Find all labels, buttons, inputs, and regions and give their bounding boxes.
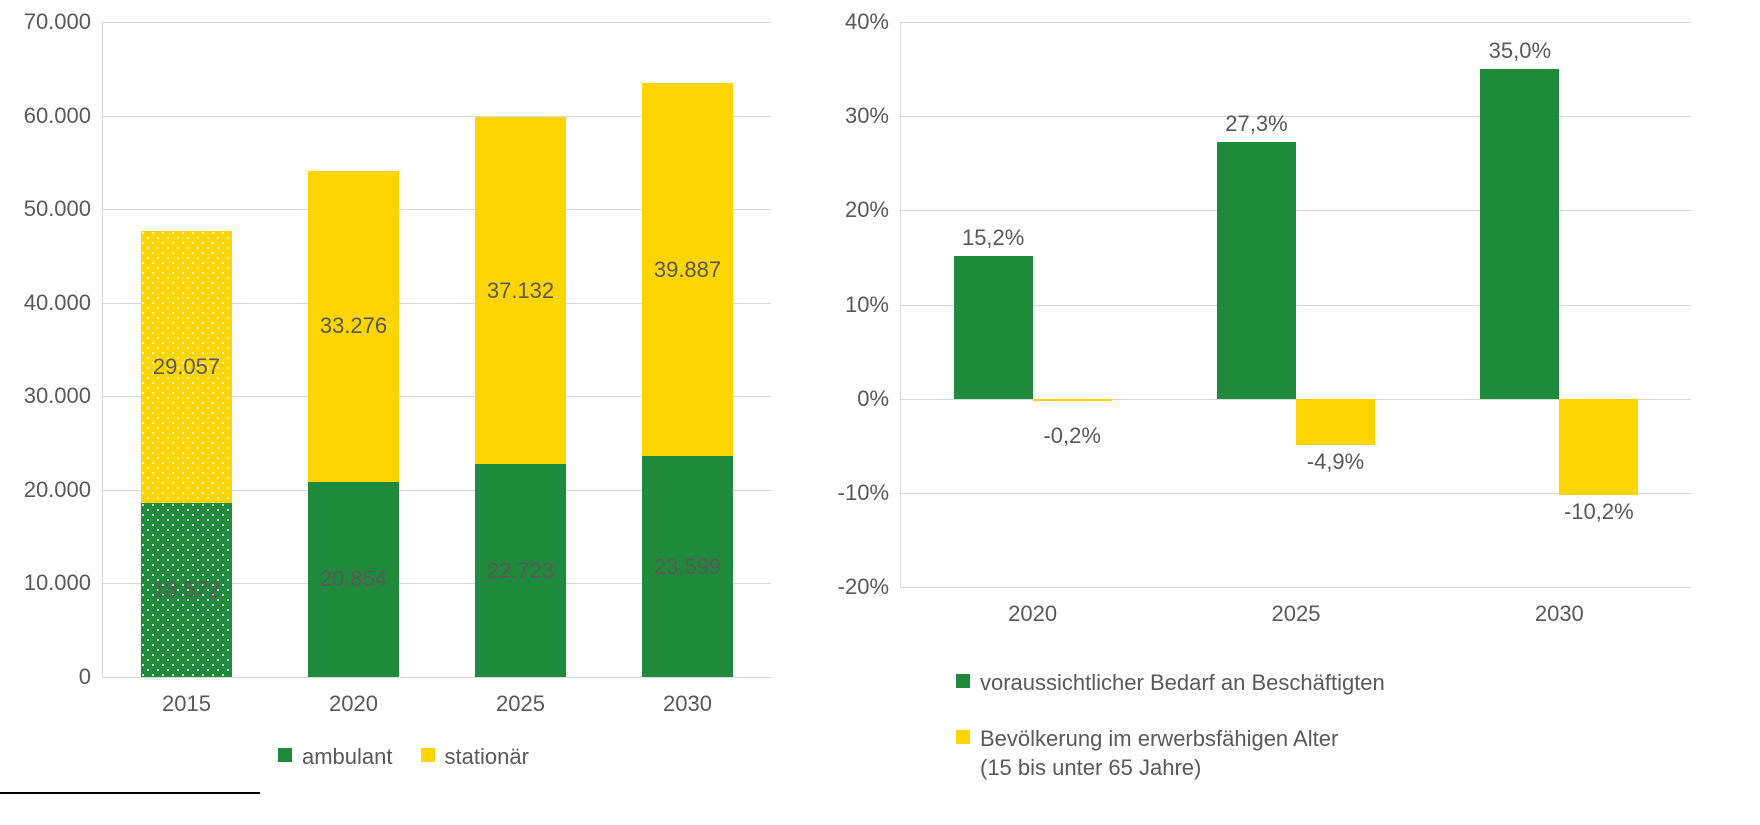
left-bar-label-stationaer: 37.132 xyxy=(487,278,554,304)
left-ytick-label: 0 xyxy=(79,664,103,690)
left-legend-item: ambulant xyxy=(278,742,393,772)
right-xtick-label: 2030 xyxy=(1535,587,1584,627)
left-legend-item: stationär xyxy=(421,742,529,772)
left-bar-label-stationaer: 33.276 xyxy=(320,313,387,339)
right-legend-label: Bevölkerung im erwerbsfähigen Alter (15 … xyxy=(980,724,1338,783)
left-xtick-label: 2025 xyxy=(496,677,545,717)
right-gridline xyxy=(901,210,1691,211)
left-bar-label-stationaer: 39.887 xyxy=(654,257,721,283)
right-plot-area: -20%-10%0%10%20%30%40%15,2%-0,2%202027,3… xyxy=(900,22,1691,588)
right-legend: voraussichtlicher Bedarf an Beschäftigte… xyxy=(956,668,1385,783)
right-bar-label-bevoelkerung: -10,2% xyxy=(1564,499,1634,525)
left-legend: ambulant stationär xyxy=(278,742,529,772)
page: 0 10.000 20.000 30.000 40.000 50.000 60.000 70.… xyxy=(0,0,1760,825)
legend-swatch xyxy=(421,748,435,762)
legend-swatch xyxy=(956,730,970,744)
left-bar-label-ambulant: 20.854 xyxy=(320,566,387,592)
left-xtick-label: 2020 xyxy=(329,677,378,717)
right-ytick-label: -10% xyxy=(838,480,901,506)
right-ytick-label: 40% xyxy=(845,9,901,35)
left-bar-label-stationaer: 29.057 xyxy=(153,354,220,380)
left-ytick-label: 40.000 xyxy=(24,290,103,316)
right-ytick-label: 20% xyxy=(845,197,901,223)
right-xtick-label: 2020 xyxy=(1008,587,1057,627)
right-gridline xyxy=(901,22,1691,23)
left-legend-label: ambulant xyxy=(302,742,393,772)
left-xtick-label: 2015 xyxy=(162,677,211,717)
left-bar-label-ambulant: 23.599 xyxy=(654,554,721,580)
right-bar-bedarf xyxy=(1480,69,1559,399)
left-ytick-label: 70.000 xyxy=(24,9,103,35)
right-bar-label-bedarf: 27,3% xyxy=(1225,111,1287,137)
right-bar-bevoelkerung xyxy=(1296,399,1375,445)
right-ytick-label: 0% xyxy=(857,386,901,412)
left-ytick-label: 10.000 xyxy=(24,570,103,596)
left-ytick-label: 30.000 xyxy=(24,383,103,409)
right-ytick-label: -20% xyxy=(838,574,901,600)
left-ytick-label: 60.000 xyxy=(24,103,103,129)
legend-swatch xyxy=(956,674,970,688)
right-legend-item: Bevölkerung im erwerbsfähigen Alter (15 … xyxy=(956,724,1338,783)
right-bar-label-bevoelkerung: -0,2% xyxy=(1043,423,1100,449)
right-ytick-label: 30% xyxy=(845,103,901,129)
right-bar-label-bedarf: 15,2% xyxy=(962,225,1024,251)
right-bar-bevoelkerung xyxy=(1033,399,1112,401)
right-bar-label-bevoelkerung: -4,9% xyxy=(1307,449,1364,475)
right-bar-bevoelkerung xyxy=(1559,399,1638,495)
right-bar-bedarf xyxy=(1217,142,1296,399)
left-gridline xyxy=(103,22,771,23)
right-ytick-label: 10% xyxy=(845,292,901,318)
left-bar-label-ambulant: 22.723 xyxy=(487,558,554,584)
left-plot-area: 010.00020.00030.00040.00050.00060.00070.… xyxy=(102,22,771,678)
legend-swatch xyxy=(278,748,292,762)
footnote-rule xyxy=(0,792,260,794)
left-ytick-label: 20.000 xyxy=(24,477,103,503)
right-xtick-label: 2025 xyxy=(1272,587,1321,627)
right-legend-label: voraussichtlicher Bedarf an Beschäftigte… xyxy=(980,668,1385,698)
left-legend-label: stationär xyxy=(445,742,529,772)
right-legend-item: voraussichtlicher Bedarf an Beschäftigte… xyxy=(956,668,1385,698)
left-ytick-label: 50.000 xyxy=(24,196,103,222)
left-bar-label-ambulant: 18.572 xyxy=(153,577,220,603)
right-bar-label-bedarf: 35,0% xyxy=(1489,38,1551,64)
left-xtick-label: 2030 xyxy=(663,677,712,717)
right-gridline xyxy=(901,116,1691,117)
right-bar-bedarf xyxy=(954,256,1033,399)
